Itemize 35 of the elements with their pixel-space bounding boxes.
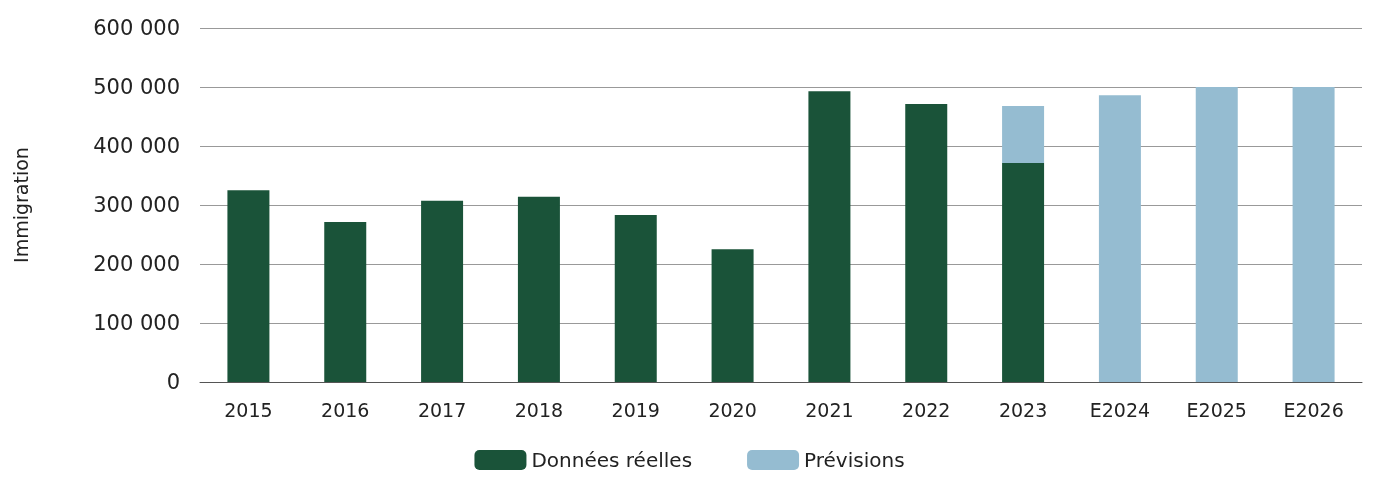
x-tick-label: 2017	[417, 398, 467, 421]
x-tick-label: 2018	[514, 398, 564, 421]
x-tick-label: 2015	[224, 398, 273, 421]
bar	[1292, 87, 1335, 382]
y-tick-label: 600 000	[93, 16, 180, 40]
y-tick-label: 100 000	[93, 311, 180, 335]
y-tick-label: 400 000	[93, 134, 180, 158]
x-tick-label: 2020	[708, 398, 757, 421]
y-tick-label: 0	[166, 370, 180, 394]
y-tick-label: 500 000	[93, 75, 180, 99]
x-tick-label: 2021	[805, 398, 854, 421]
bar	[905, 104, 948, 382]
y-tick-label: 200 000	[93, 252, 180, 276]
x-tick-label: E2025	[1186, 398, 1247, 421]
legend-label: Prévisions	[804, 448, 905, 472]
bar	[1195, 87, 1238, 382]
x-tick-label: E2024	[1089, 398, 1151, 421]
bar	[711, 249, 754, 382]
bar	[1098, 95, 1141, 382]
y-axis-title: Immigration	[9, 147, 32, 263]
bar	[517, 196, 560, 382]
x-tick-label: 2019	[611, 398, 660, 421]
bar	[227, 190, 270, 382]
y-tick-label: 300 000	[93, 193, 180, 217]
bar	[808, 91, 851, 382]
x-tick-label: 2016	[321, 398, 370, 421]
x-tick-label: 2023	[998, 398, 1048, 421]
bar	[1002, 163, 1045, 382]
bar	[324, 222, 367, 382]
x-tick-label: E2026	[1283, 398, 1344, 421]
bar	[1002, 105, 1045, 164]
bar	[421, 200, 464, 382]
x-tick-label: 2022	[902, 398, 951, 421]
bar	[614, 215, 657, 382]
legend-label: Données réelles	[531, 448, 693, 472]
